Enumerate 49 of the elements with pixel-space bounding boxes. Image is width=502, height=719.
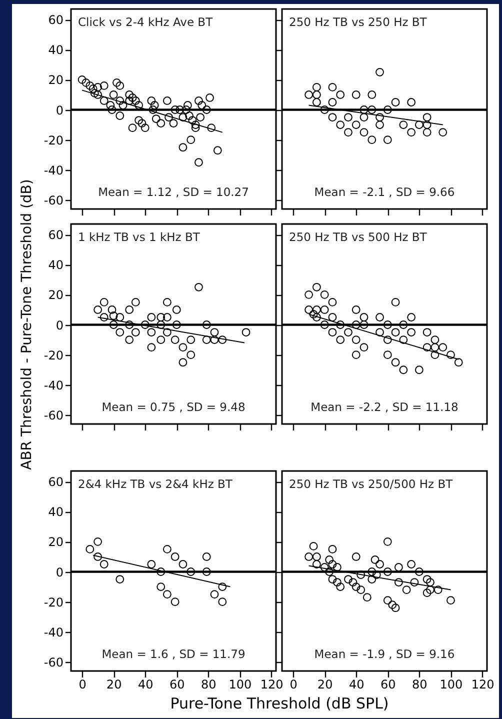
- x-tick-label: 100: [440, 678, 463, 692]
- y-tick-label: -60: [44, 655, 64, 670]
- annotation: Mean = -1.9 , SD = 9.16: [314, 647, 455, 661]
- annotation: Click vs 2-4 kHz Ave BT: [78, 15, 214, 29]
- y-tick-label: -60: [44, 193, 64, 208]
- y-tick-label: 0: [56, 565, 64, 580]
- annotation: Mean = -2.1 , SD = 9.66: [314, 185, 455, 199]
- y-tick-label: 40: [48, 505, 64, 520]
- x-tick-label: 60: [170, 678, 185, 692]
- x-tick-label: 60: [380, 678, 396, 692]
- y-tick-label: -40: [44, 625, 64, 640]
- y-tick-label: -20: [44, 133, 64, 148]
- y-tick-label: -40: [44, 163, 64, 178]
- x-tick-label: 40: [138, 678, 154, 692]
- y-tick-label: 40: [48, 43, 64, 58]
- y-tick-label: 40: [48, 258, 64, 272]
- x-tick-label: 0: [78, 678, 86, 692]
- x-axis-title: Pure-Tone Threshold (dB SPL): [170, 694, 389, 712]
- y-axis-title: ABR Threshold - Pure-Tone Threshold (dB): [18, 179, 35, 470]
- y-tick-label: 0: [56, 103, 64, 118]
- annotation: Mean = -2.2 , SD = 11.18: [310, 400, 458, 414]
- x-tick-label: 120: [471, 678, 494, 692]
- y-tick-label: -40: [44, 378, 64, 392]
- annotation: 250 Hz TB vs 250 Hz BT: [289, 15, 428, 29]
- y-tick-label: -60: [44, 408, 64, 422]
- x-tick-label: 20: [317, 678, 333, 692]
- annotation: Mean = 1.12 , SD = 10.27: [98, 185, 249, 199]
- x-tick-label: 120: [260, 678, 284, 692]
- x-tick-label: 40: [348, 678, 364, 692]
- y-tick-label: 0: [56, 318, 64, 332]
- x-tick-label: 20: [106, 678, 122, 692]
- annotation: 250 Hz TB vs 250/500 Hz BT: [289, 477, 454, 491]
- annotation: 250 Hz TB vs 500 Hz BT: [289, 230, 428, 244]
- y-tick-label: 60: [48, 13, 64, 28]
- x-tick-label: 80: [201, 678, 216, 692]
- annotation: 2&4 kHz TB vs 2&4 kHz BT: [78, 477, 234, 491]
- y-tick-label: -20: [44, 348, 64, 362]
- annotation: 1 kHz TB vs 1 kHz BT: [78, 230, 201, 244]
- y-tick-label: -20: [44, 595, 64, 610]
- y-tick-label: 20: [48, 73, 64, 88]
- annotation: Mean = 1.6 , SD = 11.79: [102, 647, 246, 661]
- x-tick-label: 0: [290, 678, 298, 692]
- y-tick-label: 60: [48, 475, 64, 490]
- x-tick-label: 80: [412, 678, 428, 692]
- x-tick-label: 100: [228, 678, 252, 692]
- y-tick-label: 20: [48, 288, 64, 302]
- y-tick-label: 60: [48, 228, 64, 242]
- y-tick-label: 20: [48, 535, 64, 550]
- annotation: Mean = 0.75 , SD = 9.48: [102, 400, 246, 414]
